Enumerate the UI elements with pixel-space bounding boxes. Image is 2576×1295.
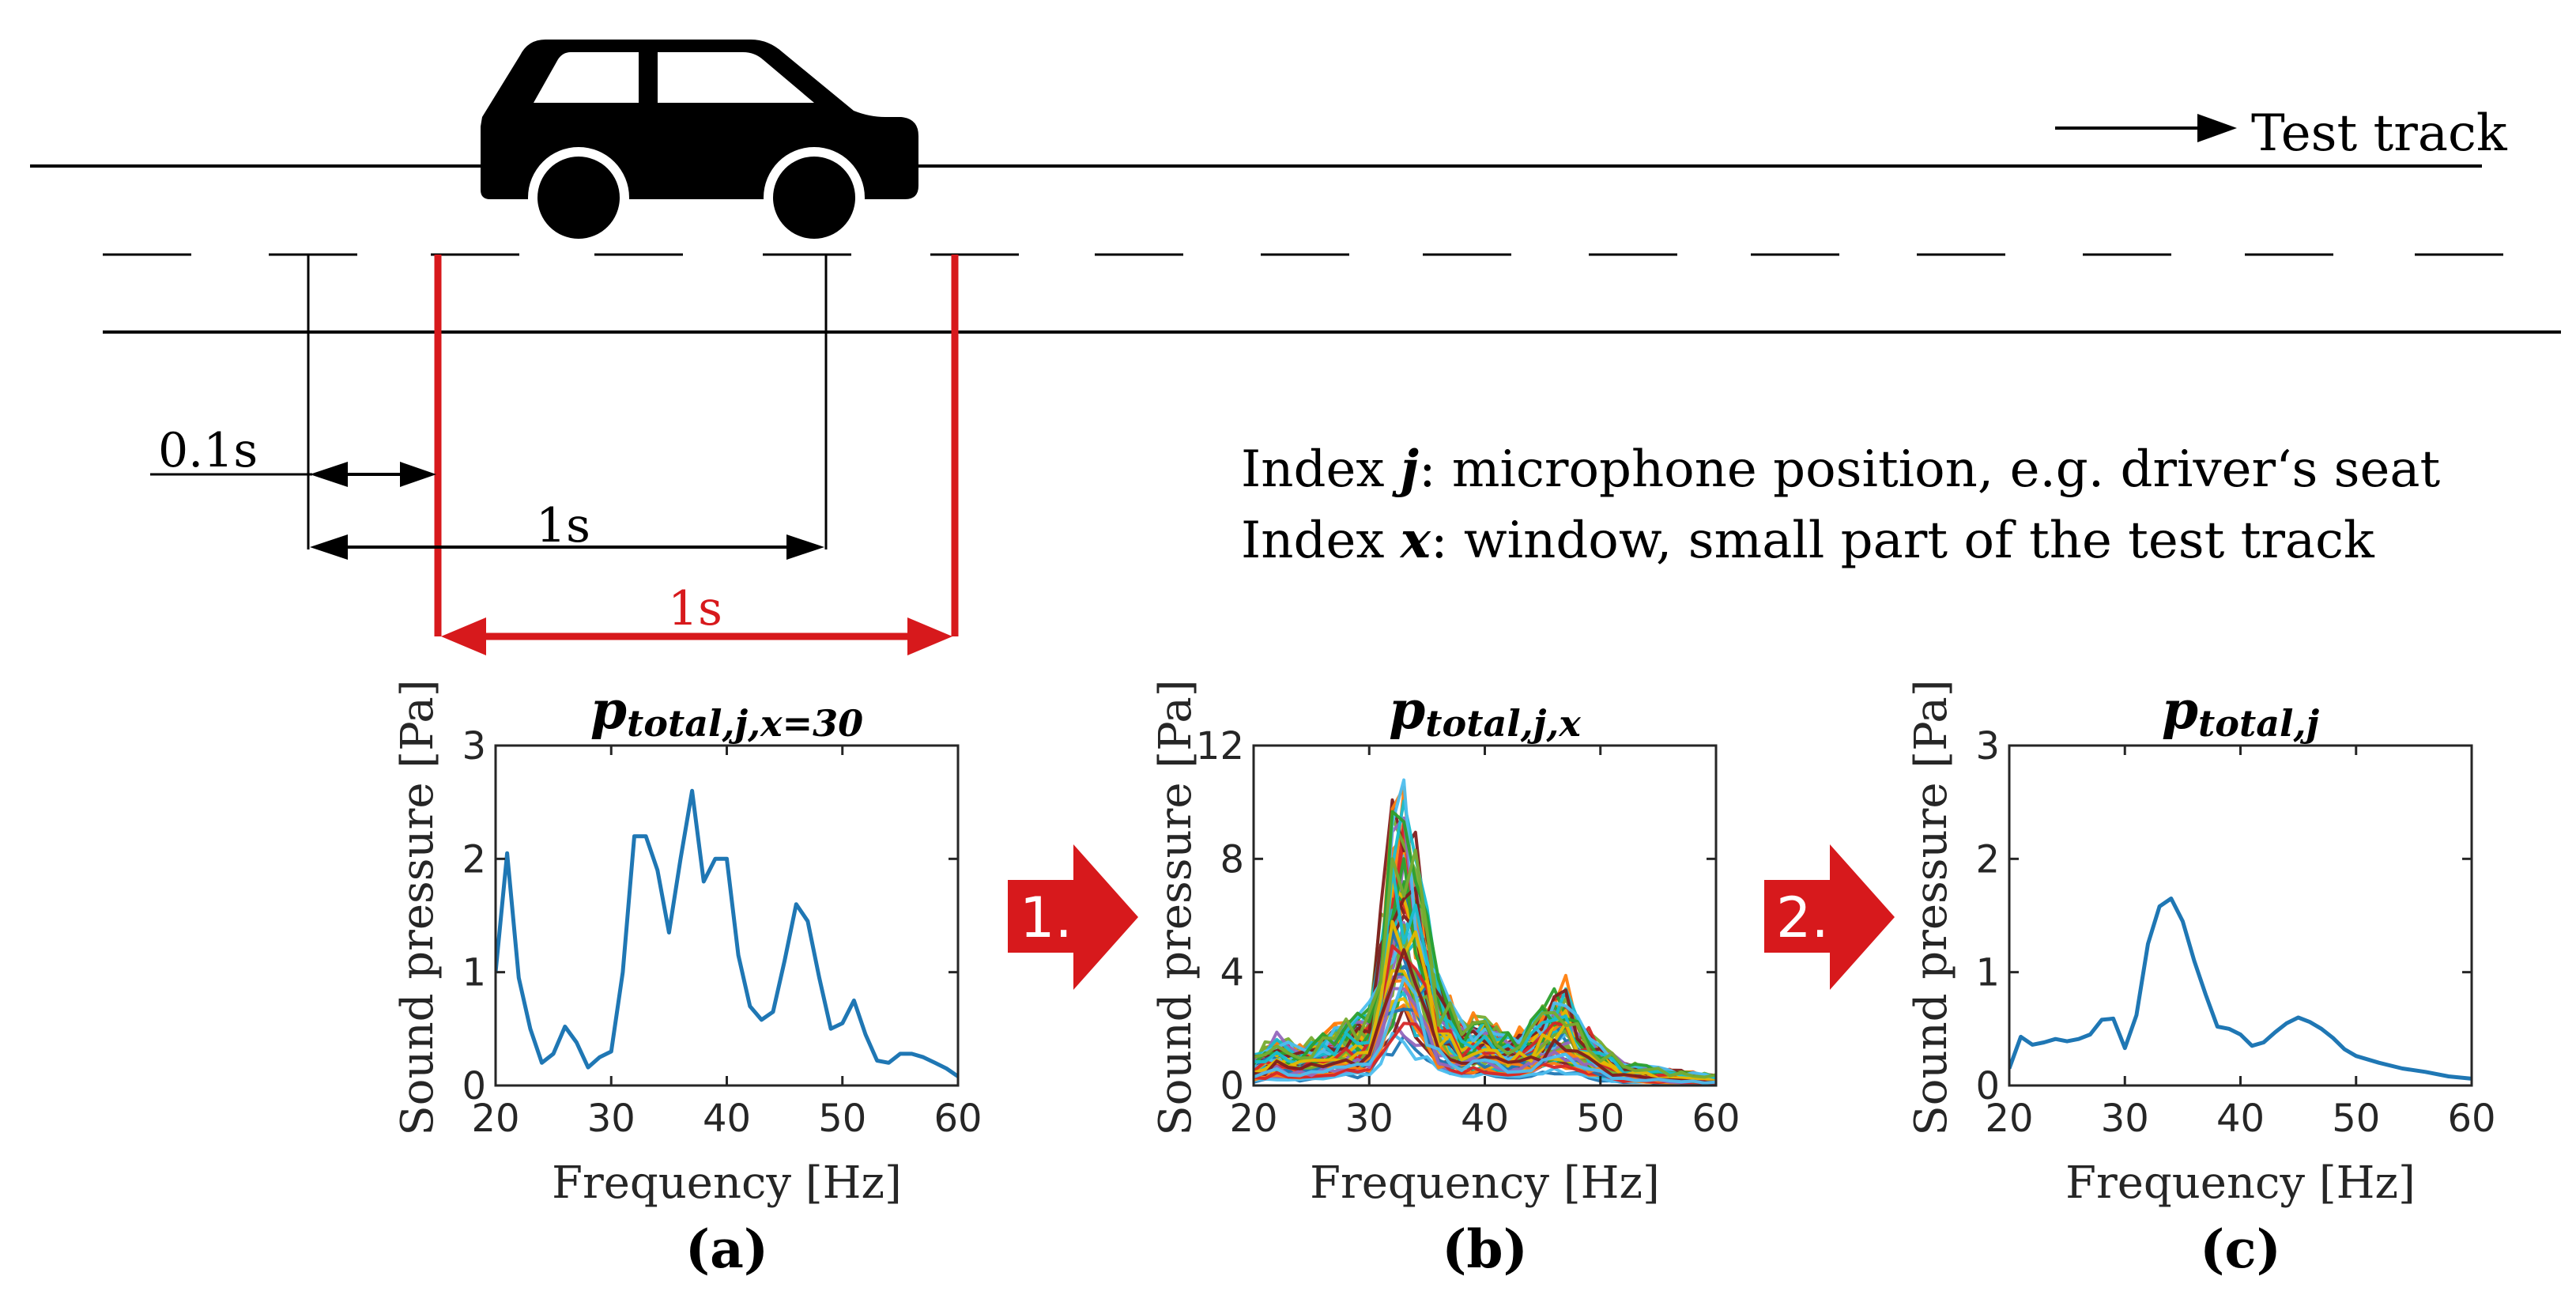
chart-title: ptotal,j,x=30: [590, 679, 863, 745]
chart-title-main: p: [1389, 679, 1425, 741]
index-j-prefix: Index: [1241, 440, 1401, 499]
plot-area: [2009, 897, 2472, 1081]
timing-markers: 0.1s 1s 1s: [150, 255, 959, 655]
x-tick-label: 50: [818, 1097, 866, 1141]
index-legend: Index j: microphone position, e.g. drive…: [1241, 440, 2441, 570]
index-x-text: Index x: window, small part of the test …: [1241, 511, 2375, 570]
x-tick-label: 40: [2216, 1097, 2265, 1141]
window-arrow-right-icon: [786, 534, 824, 560]
y-axis-label: Sound pressure [Pa]: [1906, 679, 1957, 1135]
x-tick-label: 50: [1576, 1097, 1624, 1141]
y-tick-label: 12: [1196, 724, 1244, 768]
chart-title-main: p: [2162, 679, 2198, 741]
axes-frame: [494, 744, 960, 1087]
offset-arrow-left-icon: [310, 462, 348, 487]
track-label: Test track: [2251, 104, 2508, 163]
x-tick-label: 60: [1692, 1097, 1740, 1141]
y-axis-label: Sound pressure [Pa]: [1150, 679, 1201, 1135]
red-window-label: 1s: [668, 581, 722, 636]
x-tick-label: 20: [1985, 1097, 2033, 1141]
step-1-label: 1.: [1020, 885, 1073, 950]
series-line: [1254, 948, 1716, 1084]
x-tick-label: 30: [1345, 1097, 1394, 1141]
series-line: [1254, 919, 1716, 1083]
panel-label: (b): [1442, 1218, 1528, 1280]
series-line: [2009, 897, 2472, 1081]
chart-title: ptotal,j,x: [1389, 679, 1581, 745]
index-x-var: x: [1399, 511, 1431, 570]
red-arrow-left-icon: [441, 617, 486, 655]
window-label: 1s: [536, 498, 590, 553]
x-tick-label: 60: [933, 1097, 982, 1141]
chart-b: 20 30 40 50 60 0 4 8 12 Frequency [Hz] Sound press…: [1150, 679, 1741, 1280]
y-tick-label: 2: [462, 837, 486, 882]
step-arrow-1-shape: [1008, 844, 1138, 990]
chart-title-main: p: [590, 679, 627, 741]
road: [30, 164, 2561, 334]
chart-title: ptotal,j: [2162, 679, 2320, 745]
x-axis-label: Frequency [Hz]: [2065, 1157, 2416, 1209]
x-tick-label: 20: [1229, 1097, 1277, 1141]
index-x-prefix: Index: [1241, 512, 1401, 570]
y-axis-label: Sound pressure [Pa]: [392, 679, 443, 1135]
offset-label: 0.1s: [158, 423, 258, 478]
panel-label: (a): [685, 1218, 768, 1280]
window-arrow-left-icon: [310, 534, 348, 560]
x-tick-label: 60: [2447, 1097, 2495, 1141]
chart-c: 20 30 40 50 60 0 1 2 3 Frequency [Hz] Sound pressu…: [1906, 679, 2496, 1280]
x-tick-label: 20: [471, 1097, 519, 1141]
x-tick-label: 40: [703, 1097, 751, 1141]
y-tick-label: 3: [1975, 724, 2000, 768]
step-arrow-1: 1.: [1008, 844, 1138, 990]
x-axis-label: Frequency [Hz]: [552, 1157, 902, 1209]
x-tick-label: 50: [2332, 1097, 2380, 1141]
y-tick-label: 8: [1220, 837, 1244, 882]
y-tick-label: 1: [1975, 951, 2000, 995]
index-j-description: : microphone position, e.g. driver‘s sea…: [1419, 440, 2441, 499]
offset-arrow-right-icon: [400, 462, 436, 487]
index-x-description: : window, small part of the test track: [1431, 512, 2375, 570]
y-tick-label: 3: [462, 724, 486, 768]
step-arrow-2: 2.: [1764, 844, 1895, 990]
y-tick-label: 2: [1975, 837, 2000, 882]
step-2-label: 2.: [1776, 885, 1829, 950]
y-tick-label: 4: [1220, 951, 1244, 995]
direction-indicator: Test track: [2055, 104, 2508, 163]
plot-area: [1254, 778, 1716, 1085]
y-tick-label: 0: [462, 1064, 486, 1108]
panel-label: (c): [2200, 1218, 2281, 1280]
chart-title-subscript: total,j,x: [1425, 702, 1581, 745]
step-arrow-2-shape: [1764, 844, 1895, 990]
y-tick-label: 0: [1220, 1064, 1244, 1108]
red-arrow-right-icon: [907, 617, 952, 655]
series-line: [1254, 976, 1716, 1085]
plot-area: [496, 788, 958, 1078]
y-tick-label: 0: [1975, 1064, 2000, 1108]
arrow-head-icon: [2197, 114, 2237, 142]
x-tick-label: 40: [1461, 1097, 1509, 1141]
chart-title-subscript: total,j,x=30: [627, 702, 863, 745]
chart-a: 20 30 40 50 60 0 1 2 3 Frequency [Hz] Sound pressu…: [392, 679, 983, 1280]
y-tick-label: 1: [462, 951, 486, 995]
index-j-text: Index j: microphone position, e.g. drive…: [1241, 440, 2441, 499]
x-tick-label: 30: [587, 1097, 636, 1141]
chart-title-subscript: total,j: [2198, 702, 2319, 745]
series-line: [1254, 848, 1716, 1079]
car-icon: [481, 40, 918, 248]
x-axis-label: Frequency [Hz]: [1310, 1157, 1660, 1209]
x-tick-label: 30: [2101, 1097, 2149, 1141]
series-line: [496, 788, 958, 1078]
